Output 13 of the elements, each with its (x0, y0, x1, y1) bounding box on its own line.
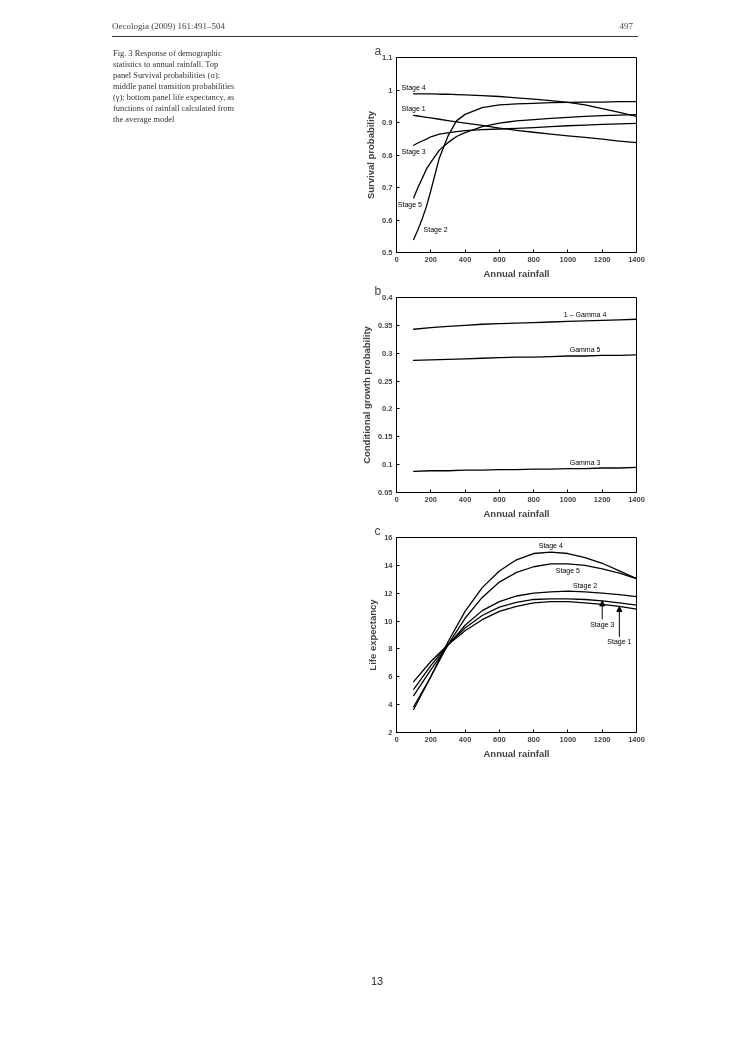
x-axis-title: Annual rainfall (483, 267, 550, 279)
text: 497 (619, 20, 634, 33)
caption: Fig. 3 Response of demographic statistics to annual rainfall. Top panel Survival probabilities (σ); middle panel transition probabilities (γ); bottom panel life expectancy, as functions of rainfall calculated from the average model (113, 48, 235, 125)
y-axis-title: Life expectancy (367, 598, 379, 671)
chart-title: b (374, 283, 382, 298)
text: Oecologia (2009) 161:491–504 (112, 20, 225, 33)
y-axis-title: Conditional growth probability (360, 325, 372, 464)
text: 13 (369, 974, 385, 989)
chart-title: a (374, 43, 382, 58)
x-axis-title: Annual rainfall (483, 507, 550, 519)
x-axis-title: Annual rainfall (483, 747, 550, 759)
y-axis-title: Survival probability (365, 110, 377, 200)
chart-title: c (374, 523, 381, 538)
